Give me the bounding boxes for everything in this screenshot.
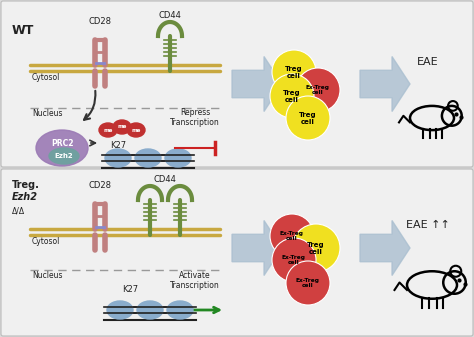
Text: CD44: CD44 bbox=[159, 11, 182, 20]
Text: Nucleus: Nucleus bbox=[32, 271, 63, 280]
Text: EAE ↑↑: EAE ↑↑ bbox=[406, 220, 450, 230]
Ellipse shape bbox=[137, 301, 163, 319]
Text: Ex-Treg
cell: Ex-Treg cell bbox=[306, 85, 330, 95]
Text: K27: K27 bbox=[110, 141, 126, 150]
Text: Treg.: Treg. bbox=[12, 180, 40, 190]
Ellipse shape bbox=[105, 149, 131, 167]
Text: K27: K27 bbox=[122, 285, 138, 294]
Text: me: me bbox=[103, 127, 113, 132]
Text: Ezh2: Ezh2 bbox=[55, 153, 73, 159]
Text: CD28: CD28 bbox=[89, 17, 111, 26]
Circle shape bbox=[292, 224, 340, 272]
Circle shape bbox=[270, 214, 314, 258]
Text: me: me bbox=[131, 127, 141, 132]
Text: Treg
cell: Treg cell bbox=[299, 112, 317, 124]
Ellipse shape bbox=[127, 123, 145, 137]
Text: EAE: EAE bbox=[417, 57, 439, 67]
Text: Cytosol: Cytosol bbox=[32, 73, 60, 82]
Text: Treg
cell: Treg cell bbox=[307, 242, 325, 254]
Ellipse shape bbox=[36, 130, 88, 166]
Circle shape bbox=[272, 50, 316, 94]
Text: Repress
Transcription: Repress Transcription bbox=[170, 108, 220, 127]
Text: Ex-Treg
cell: Ex-Treg cell bbox=[296, 278, 320, 288]
FancyArrow shape bbox=[360, 57, 410, 112]
FancyArrow shape bbox=[232, 57, 282, 112]
Ellipse shape bbox=[167, 301, 193, 319]
Text: CD28: CD28 bbox=[89, 181, 111, 190]
Text: Ex-Treg
cell: Ex-Treg cell bbox=[280, 231, 304, 241]
Text: Δ/Δ: Δ/Δ bbox=[12, 206, 25, 215]
FancyBboxPatch shape bbox=[1, 1, 473, 167]
Text: CD44: CD44 bbox=[154, 175, 176, 184]
Circle shape bbox=[270, 74, 314, 118]
Ellipse shape bbox=[99, 123, 117, 137]
FancyArrow shape bbox=[360, 220, 410, 276]
Circle shape bbox=[286, 96, 330, 140]
Circle shape bbox=[296, 68, 340, 112]
Text: PRC2: PRC2 bbox=[51, 139, 73, 148]
Text: Cytosol: Cytosol bbox=[32, 237, 60, 246]
Circle shape bbox=[272, 238, 316, 282]
Text: Ezh2: Ezh2 bbox=[12, 192, 38, 202]
Text: WT: WT bbox=[12, 24, 35, 37]
Text: Treg
cell: Treg cell bbox=[283, 90, 301, 102]
FancyArrow shape bbox=[232, 220, 282, 276]
FancyBboxPatch shape bbox=[1, 169, 473, 336]
Ellipse shape bbox=[135, 149, 161, 167]
Text: Treg
cell: Treg cell bbox=[285, 65, 303, 79]
Text: Activate
Transcription: Activate Transcription bbox=[170, 271, 220, 290]
Ellipse shape bbox=[49, 148, 79, 164]
Circle shape bbox=[286, 261, 330, 305]
Ellipse shape bbox=[165, 149, 191, 167]
Text: me: me bbox=[117, 124, 127, 129]
Text: Nucleus: Nucleus bbox=[32, 109, 63, 118]
Ellipse shape bbox=[107, 301, 133, 319]
Text: Ex-Treg
cell: Ex-Treg cell bbox=[282, 254, 306, 266]
Ellipse shape bbox=[113, 120, 131, 134]
